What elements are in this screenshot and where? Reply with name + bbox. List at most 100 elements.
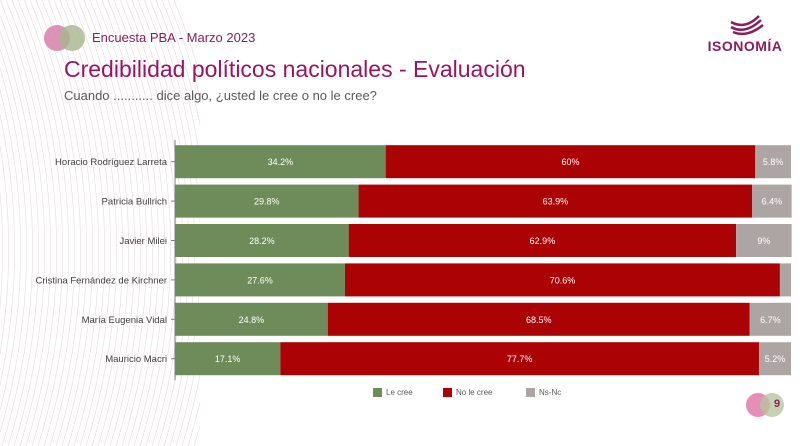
bar-segment-ns-nc bbox=[749, 302, 791, 336]
survey-label: Encuesta PBA - Marzo 2023 bbox=[92, 30, 256, 45]
background-line bbox=[0, 144, 9, 355]
legend-swatch-ns-nc bbox=[526, 388, 535, 397]
background-line bbox=[29, 0, 81, 446]
bar-segment-ns-nc bbox=[758, 342, 791, 376]
background-line bbox=[11, 0, 63, 446]
bar-segment-le-cree bbox=[175, 224, 349, 257]
header-circles-icon bbox=[44, 25, 88, 51]
legend-label-no-le-cree: No le cree bbox=[456, 388, 493, 397]
data-label: 5.2% bbox=[765, 354, 786, 364]
legend-swatch-le-cree bbox=[373, 388, 382, 397]
background-line bbox=[23, 0, 75, 446]
data-label: 29.8% bbox=[254, 197, 280, 207]
bar-segment-no-le-cree bbox=[280, 342, 759, 376]
data-label: 27.6% bbox=[247, 275, 273, 285]
legend-item-no-le-cree: No le cree bbox=[443, 388, 492, 397]
decorative-background-lines bbox=[0, 0, 200, 446]
background-line bbox=[125, 0, 177, 446]
page-title: Credibilidad políticos nacionales - Eval… bbox=[64, 56, 526, 82]
background-line bbox=[101, 0, 153, 446]
data-label: 28.2% bbox=[249, 236, 275, 246]
background-line bbox=[149, 0, 200, 446]
background-line bbox=[47, 0, 99, 446]
background-line bbox=[5, 0, 57, 446]
bar-segment-ns-nc bbox=[779, 263, 791, 297]
legend-item-ns-nc: Ns-Nc bbox=[526, 388, 561, 397]
background-line bbox=[0, 48, 33, 446]
background-line bbox=[0, 30, 39, 446]
background-line bbox=[137, 0, 189, 446]
background-line bbox=[113, 0, 165, 446]
background-line bbox=[77, 0, 129, 446]
bar-segment-ns-nc bbox=[755, 145, 791, 179]
bar-segment-no-le-cree bbox=[348, 224, 737, 257]
background-line bbox=[0, 67, 27, 434]
data-label: 63.9% bbox=[543, 197, 569, 207]
background-line bbox=[59, 0, 111, 446]
bar-segment-ns-nc bbox=[736, 224, 792, 257]
background-line bbox=[35, 0, 87, 446]
bar-segment-ns-nc bbox=[752, 184, 792, 218]
data-label: 6.4% bbox=[762, 197, 783, 207]
category-label: Mauricio Macri bbox=[105, 354, 167, 365]
background-line bbox=[0, 88, 21, 412]
page-number-badge: 9 bbox=[746, 393, 786, 419]
data-label: 24.8% bbox=[239, 315, 265, 325]
data-label: 34.2% bbox=[268, 157, 294, 167]
legend-label-ns-nc: Ns-Nc bbox=[539, 388, 562, 397]
background-line bbox=[0, 113, 15, 387]
data-label: 68.5% bbox=[526, 315, 552, 325]
data-label: 17.1% bbox=[215, 354, 241, 364]
background-line bbox=[41, 0, 93, 446]
stacked-bar-chart: Horacio Rodríguez Larreta 34.2% 60% 5.8% Pat… bbox=[36, 140, 792, 381]
background-line bbox=[0, 14, 45, 446]
legend-label-le-cree: Le cree bbox=[386, 388, 413, 397]
page-number: 9 bbox=[773, 398, 781, 410]
bar-segment-le-cree bbox=[175, 302, 328, 336]
background-line bbox=[155, 0, 200, 446]
category-label: Patricia Bullrich bbox=[102, 197, 167, 208]
background-line bbox=[53, 0, 105, 446]
background-line bbox=[83, 0, 135, 446]
logo-text: ISONOMÍA bbox=[707, 38, 783, 54]
background-line bbox=[95, 0, 147, 446]
bar-segment-le-cree bbox=[175, 184, 359, 218]
category-label: Cristina Fernández de Kirchner bbox=[36, 275, 167, 286]
bar-segment-no-le-cree bbox=[327, 302, 750, 336]
isonomia-waves-logo-icon bbox=[730, 15, 764, 36]
bar-segment-no-le-cree bbox=[385, 145, 756, 179]
background-line bbox=[65, 0, 117, 446]
background-line bbox=[107, 0, 159, 446]
data-label: 6.7% bbox=[760, 315, 781, 325]
bar-segment-no-le-cree bbox=[358, 184, 753, 218]
background-line bbox=[143, 0, 195, 446]
category-label: María Eugenia Vidal bbox=[82, 315, 167, 326]
legend-swatch-no-le-cree bbox=[443, 388, 452, 397]
bar-segment-le-cree bbox=[175, 263, 346, 297]
background-line bbox=[17, 0, 69, 446]
background-line bbox=[161, 0, 200, 446]
category-label: Javier Milei bbox=[119, 236, 167, 247]
legend-item-le-cree: Le cree bbox=[373, 388, 413, 397]
background-line bbox=[167, 0, 200, 446]
background-line bbox=[89, 0, 141, 446]
chart-legend: Le cree No le cree Ns-Nc bbox=[0, 388, 800, 404]
background-line bbox=[0, 0, 51, 446]
bar-segment-no-le-cree bbox=[345, 263, 780, 297]
background-line bbox=[0, 189, 3, 310]
data-label: 70.6% bbox=[550, 275, 576, 285]
data-label: 60% bbox=[561, 157, 579, 167]
bar-segment-le-cree bbox=[175, 342, 281, 376]
background-line bbox=[71, 0, 123, 446]
data-label: 9% bbox=[757, 236, 770, 246]
page-subtitle: Cuando ........... dice algo, ¿usted le … bbox=[64, 88, 377, 103]
background-line bbox=[131, 0, 183, 446]
category-label: Horacio Rodríguez Larreta bbox=[55, 157, 168, 168]
background-line bbox=[173, 0, 200, 446]
bar-segment-le-cree bbox=[175, 145, 386, 179]
isonomia-logo: ISONOMÍA bbox=[705, 14, 785, 64]
data-label: 62.9% bbox=[530, 236, 556, 246]
background-line bbox=[119, 0, 171, 446]
data-label: 5.8% bbox=[763, 157, 784, 167]
data-label: 77.7% bbox=[507, 354, 533, 364]
